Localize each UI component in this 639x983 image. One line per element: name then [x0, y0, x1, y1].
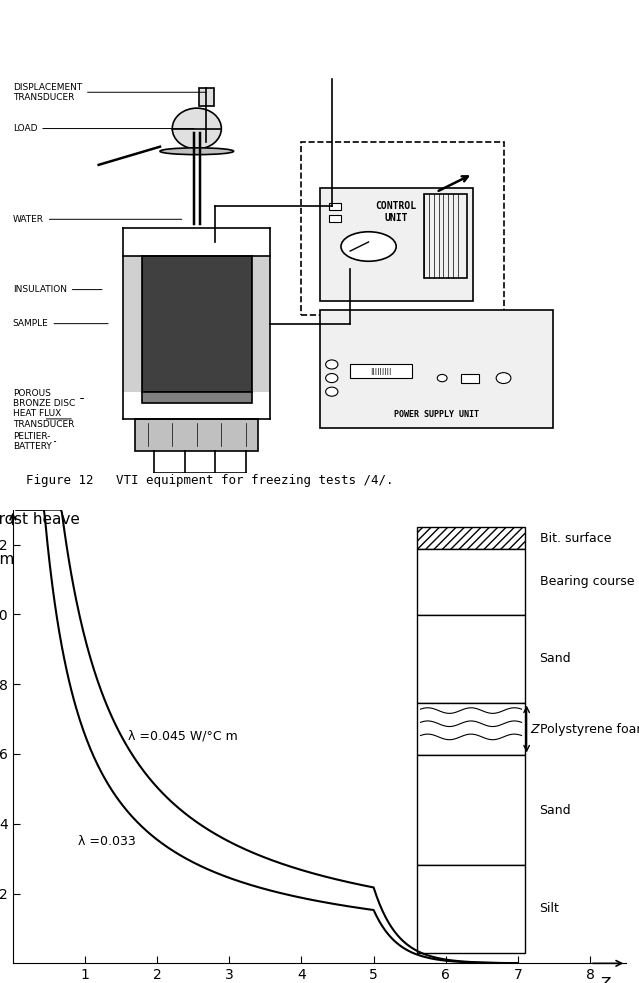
- Bar: [135, 419, 258, 450]
- Circle shape: [496, 373, 511, 383]
- Text: Bearing course: Bearing course: [539, 575, 634, 589]
- Text: Silt: Silt: [539, 902, 560, 915]
- Circle shape: [326, 374, 338, 382]
- Text: HEAT FLUX
TRANSDUCER: HEAT FLUX TRANSDUCER: [13, 409, 74, 429]
- Text: |||||||||: |||||||||: [370, 368, 392, 375]
- Text: λ =0.045 W/°C m: λ =0.045 W/°C m: [128, 730, 238, 743]
- Text: Polystyrene foam: Polystyrene foam: [539, 723, 639, 735]
- Bar: [328, 203, 341, 210]
- Bar: [417, 549, 525, 615]
- Text: PELTIER-
BATTERY: PELTIER- BATTERY: [13, 432, 56, 451]
- Text: CONTROL
UNIT: CONTROL UNIT: [376, 202, 417, 223]
- Bar: [417, 703, 525, 755]
- Bar: [142, 256, 252, 391]
- Circle shape: [326, 387, 338, 396]
- Bar: [417, 615, 525, 703]
- Bar: [142, 391, 252, 403]
- Bar: [461, 374, 479, 382]
- Bar: [350, 365, 412, 378]
- Text: Sand: Sand: [539, 804, 571, 817]
- Bar: [123, 256, 142, 391]
- Bar: [424, 195, 466, 278]
- Text: Frost heave: Frost heave: [0, 512, 80, 527]
- Ellipse shape: [173, 108, 221, 149]
- Bar: [417, 527, 525, 549]
- Circle shape: [326, 360, 338, 369]
- Bar: [252, 256, 270, 391]
- Bar: [417, 755, 525, 865]
- Text: LOAD: LOAD: [13, 124, 194, 133]
- Ellipse shape: [341, 232, 396, 261]
- Text: WATER: WATER: [13, 214, 181, 224]
- Text: POROUS
BRONZE DISC: POROUS BRONZE DISC: [13, 389, 84, 408]
- Bar: [320, 310, 553, 428]
- Text: Sand: Sand: [539, 653, 571, 665]
- Text: POWER SUPPLY UNIT: POWER SUPPLY UNIT: [394, 410, 479, 419]
- Text: Z: Z: [599, 977, 610, 983]
- Text: DISPLACEMENT
TRANSDUCER: DISPLACEMENT TRANSDUCER: [13, 83, 206, 102]
- Ellipse shape: [160, 147, 234, 154]
- Bar: [199, 87, 214, 106]
- Text: λ =0.033: λ =0.033: [78, 835, 135, 847]
- Text: Figure 12   VTI equipment for freezing tests /4/.: Figure 12 VTI equipment for freezing tes…: [26, 474, 393, 487]
- Bar: [328, 214, 341, 221]
- Text: Z: Z: [530, 723, 539, 735]
- Bar: [320, 188, 473, 301]
- Text: INSULATION: INSULATION: [13, 285, 102, 294]
- Text: cm: cm: [0, 551, 15, 566]
- Text: SAMPLE: SAMPLE: [13, 319, 108, 328]
- Text: Bit. surface: Bit. surface: [539, 532, 611, 545]
- Circle shape: [437, 375, 447, 381]
- Bar: [417, 865, 525, 953]
